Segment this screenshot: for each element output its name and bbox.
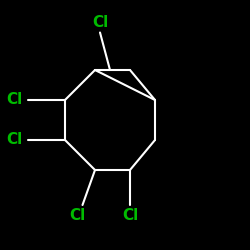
Text: Cl: Cl (122, 208, 138, 222)
Text: Cl: Cl (6, 92, 22, 108)
Text: Cl: Cl (92, 15, 108, 30)
Text: Cl: Cl (70, 208, 86, 222)
Text: Cl: Cl (6, 132, 22, 148)
